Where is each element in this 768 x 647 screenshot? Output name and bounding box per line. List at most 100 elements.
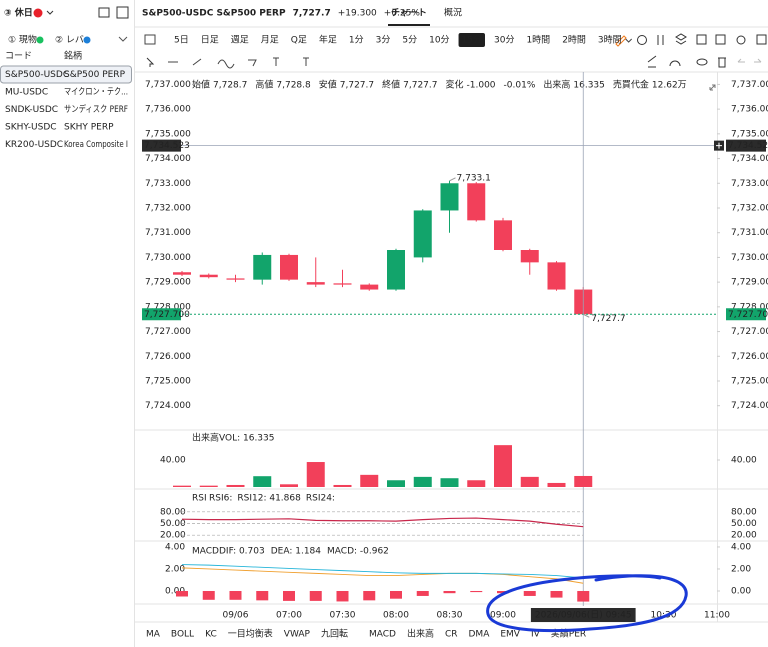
interval-button[interactable]: 3分 bbox=[376, 35, 391, 46]
expand-icon[interactable] bbox=[116, 6, 129, 19]
view-tab[interactable]: チャート bbox=[391, 8, 427, 19]
interval-button[interactable]: 15分 bbox=[462, 35, 482, 46]
y-tick-label: 7,737.000 bbox=[731, 80, 768, 90]
interval-button[interactable]: 年足 bbox=[319, 34, 337, 46]
macd-line bbox=[181, 567, 584, 584]
y-tick-label: 7,725.000 bbox=[731, 376, 768, 386]
indicator-tab[interactable]: 出来高 bbox=[407, 628, 434, 640]
macd-bar bbox=[497, 590, 509, 594]
info-value: -0.01% bbox=[504, 81, 536, 91]
indicator-tab[interactable]: DMA bbox=[469, 630, 491, 640]
selected-row[interactable] bbox=[0, 65, 132, 84]
y-tick-label: 7,735.000 bbox=[731, 129, 768, 139]
interval-button[interactable]: 2時間 bbox=[562, 35, 586, 46]
header-change: +19.300 bbox=[338, 9, 377, 19]
volume-bar bbox=[440, 478, 459, 487]
row-code[interactable]: SKHY-USDC bbox=[5, 123, 57, 133]
interval-button[interactable]: 5分 bbox=[402, 35, 417, 46]
y-tick-label: 2.00 bbox=[165, 564, 185, 574]
interval-button[interactable]: 30分 bbox=[494, 35, 514, 46]
info-label: 高値 bbox=[255, 79, 273, 91]
macd-bar bbox=[390, 590, 402, 599]
y-tick-label: 7,727.000 bbox=[731, 327, 768, 337]
y-tick-label: 7,731.000 bbox=[731, 228, 768, 238]
row-code[interactable]: SNDK-USDC bbox=[5, 105, 58, 115]
y-tick-label: 50.00 bbox=[731, 519, 757, 529]
interval-button[interactable]: 1分 bbox=[349, 35, 364, 46]
interval-button[interactable]: 3時間 bbox=[598, 35, 622, 46]
row-code[interactable]: S&P500-USDC bbox=[5, 70, 69, 80]
indicator-tab[interactable]: 一目均衡表 bbox=[228, 628, 273, 640]
indicator-tab[interactable]: MA bbox=[146, 630, 161, 640]
indicator-tab[interactable]: KC bbox=[205, 630, 217, 640]
market-status[interactable]: ③ 休日 bbox=[4, 7, 33, 19]
interval-button[interactable]: 月足 bbox=[261, 35, 279, 46]
indicator-tab[interactable]: BOLL bbox=[171, 630, 194, 640]
interval-button[interactable]: 日足 bbox=[201, 35, 219, 46]
candle-body bbox=[440, 183, 459, 211]
row-name[interactable]: マイクロン・テク... bbox=[64, 87, 128, 98]
y-tick-label: 7,737.000 bbox=[145, 80, 191, 90]
fullscreen-icon[interactable] bbox=[709, 84, 716, 91]
info-value: 7,728.8 bbox=[276, 81, 311, 91]
list-tab[interactable]: ① 現物 bbox=[8, 34, 37, 46]
info-value: -1.000 bbox=[467, 81, 496, 91]
interval-button[interactable]: 週足 bbox=[231, 35, 249, 46]
row-name[interactable]: SKHY PERP bbox=[64, 123, 114, 133]
indicator-tab[interactable]: VWAP bbox=[284, 630, 311, 640]
x-tick-label: 08:30 bbox=[437, 611, 463, 621]
dropdown-caret[interactable] bbox=[625, 38, 633, 43]
interval-button[interactable]: 5日 bbox=[174, 35, 189, 46]
row-code[interactable]: MU-USDC bbox=[5, 88, 48, 98]
row-name[interactable]: サンディスク PERF bbox=[64, 103, 128, 115]
column-header: 銘柄 bbox=[64, 50, 82, 62]
indicator-tab[interactable]: 九回転 bbox=[321, 629, 348, 640]
row-name[interactable]: Korea Composite I bbox=[64, 140, 128, 150]
plus-icon[interactable] bbox=[716, 142, 722, 149]
y-tick-label: 7,732.000 bbox=[145, 203, 191, 213]
macd-bar bbox=[256, 590, 269, 601]
dropdown-caret[interactable] bbox=[46, 10, 54, 15]
header-price: 7,727.7 bbox=[293, 9, 331, 19]
macd-bar bbox=[443, 590, 456, 594]
volume-bar bbox=[413, 476, 432, 487]
low-pointer bbox=[583, 313, 590, 318]
column-header: コード bbox=[5, 52, 32, 62]
info-value: 7,727.7 bbox=[340, 81, 374, 91]
candle-body bbox=[413, 210, 432, 258]
drawing-tools[interactable] bbox=[168, 57, 309, 69]
interval-button[interactable]: 10分 bbox=[429, 35, 449, 46]
indicator-tab[interactable]: CR bbox=[445, 630, 458, 640]
chart-type-icon[interactable] bbox=[144, 34, 156, 45]
info-value: 7,728.7 bbox=[213, 81, 247, 91]
rsi-line bbox=[181, 517, 584, 528]
y-tick-label: 7,735.000 bbox=[145, 129, 191, 139]
collapse-caret[interactable] bbox=[118, 36, 128, 42]
candle-body bbox=[494, 220, 512, 250]
tab-dot bbox=[36, 36, 44, 44]
interval-button[interactable]: 1時間 bbox=[526, 35, 550, 46]
interval-button[interactable]: Q足 bbox=[291, 35, 307, 46]
candle-body bbox=[520, 250, 539, 263]
volume-bar bbox=[333, 484, 352, 487]
high-pointer bbox=[449, 177, 456, 182]
list-tab[interactable]: ② レバ bbox=[55, 35, 84, 46]
indicator-tab[interactable]: IV bbox=[531, 630, 541, 640]
pane-title: MACD bbox=[192, 547, 219, 557]
toolbar-icons[interactable] bbox=[146, 33, 767, 68]
indicator-tab[interactable]: EMV bbox=[500, 630, 520, 640]
view-tab[interactable]: 概況 bbox=[444, 7, 462, 19]
candle-body bbox=[253, 254, 272, 280]
candle-body bbox=[226, 278, 245, 280]
layout-icon[interactable] bbox=[98, 7, 110, 18]
last-price-label: 7,727.700 bbox=[728, 310, 768, 320]
candle-body bbox=[333, 283, 352, 285]
row-name[interactable]: S&P500 PERP bbox=[64, 70, 126, 80]
candle-body bbox=[280, 254, 298, 280]
indicator-tab[interactable]: MACD bbox=[369, 630, 396, 640]
macd-bar bbox=[283, 590, 295, 601]
y-tick-label: 80.00 bbox=[160, 507, 186, 517]
row-code[interactable]: KR200-USDC bbox=[5, 140, 63, 150]
